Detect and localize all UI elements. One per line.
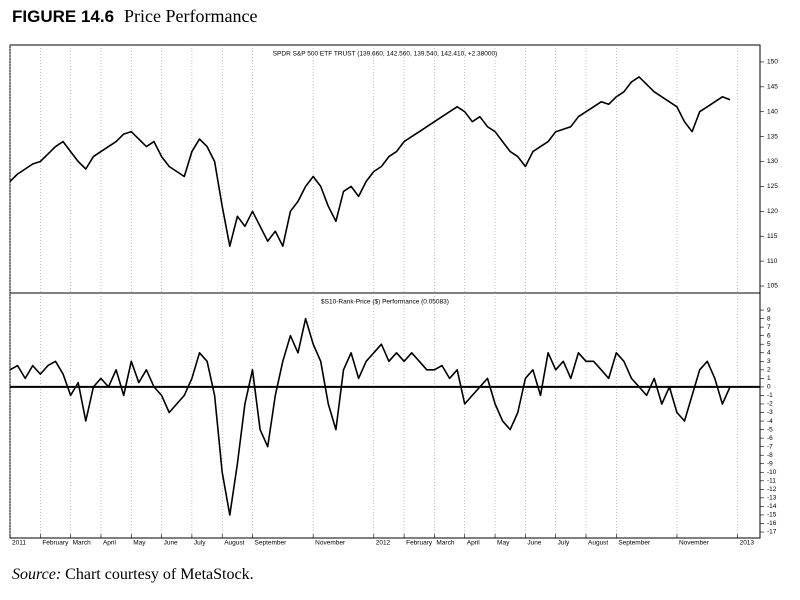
y-tick-label: -2 [767, 401, 773, 408]
x-tick-label: 2012 [376, 540, 391, 547]
x-tick-label: 2013 [740, 540, 755, 547]
y-tick-label: 135 [767, 133, 778, 140]
x-tick-label: August [224, 540, 244, 547]
y-tick-label: 110 [767, 258, 778, 265]
source-label: Source: [12, 566, 62, 583]
y-tick-label: -10 [767, 469, 777, 476]
x-tick-label: June [164, 540, 178, 547]
y-tick-label: 120 [767, 208, 778, 215]
y-tick-label: 145 [767, 84, 778, 91]
y-tick-label: 2 [767, 367, 771, 374]
y-tick-label: 105 [767, 283, 778, 290]
x-tick-label: February [406, 540, 433, 547]
y-tick-label: 8 [767, 315, 771, 322]
x-tick-label: March [436, 540, 454, 547]
x-tick-label: July [194, 540, 206, 547]
y-tick-label: 7 [767, 324, 771, 331]
y-tick-label: -9 [767, 460, 773, 467]
y-tick-label: 1 [767, 375, 771, 382]
y-tick-label: 9 [767, 307, 771, 314]
x-tick-label: March [73, 540, 91, 547]
source-text: Chart courtesy of MetaStock. [65, 566, 254, 583]
y-tick-label: 6 [767, 332, 771, 339]
price-line [9, 317, 731, 516]
x-tick-label: June [527, 540, 541, 547]
y-tick-label: -15 [767, 512, 777, 519]
y-tick-label: -12 [767, 486, 777, 493]
x-tick-label: February [42, 540, 69, 547]
y-tick-label: 0 [767, 384, 771, 391]
y-tick-label: -17 [767, 529, 777, 536]
source: Source: Chart courtesy of MetaStock. [12, 566, 254, 584]
x-tick-label: April [467, 540, 481, 547]
y-tick-label: 115 [767, 233, 778, 240]
y-tick-label: -3 [767, 409, 773, 416]
x-tick-label: May [497, 540, 510, 547]
figure-title: Price Performance [124, 6, 258, 26]
y-tick-label: 4 [767, 349, 771, 356]
y-tick-label: -13 [767, 495, 777, 502]
y-tick-label: -6 [767, 435, 773, 442]
x-tick-label: November [315, 540, 346, 547]
y-tick-label: -7 [767, 443, 773, 450]
x-tick-label: July [558, 540, 570, 547]
y-tick-label: -8 [767, 452, 773, 459]
y-tick-label: -5 [767, 426, 773, 433]
x-tick-label: September [618, 540, 651, 547]
x-tick-label: 2011 [12, 540, 26, 547]
y-tick-label: 140 [767, 108, 778, 115]
y-tick-label: 125 [767, 183, 778, 190]
x-tick-label: November [679, 540, 710, 547]
y-tick-label: -16 [767, 520, 777, 527]
frame [9, 44, 761, 539]
y-tick-label: 5 [767, 341, 771, 348]
x-tick-label: August [588, 540, 608, 547]
x-tick-label: April [103, 540, 117, 547]
y-tick-label: 150 [767, 59, 778, 66]
figure-heading: FIGURE 14.6 Price Performance [12, 6, 257, 27]
y-tick-label: -4 [767, 418, 773, 425]
panel-title: SPDR S&P 500 ETF TRUST (139.660, 142.560… [273, 51, 498, 58]
y-tick-label: -14 [767, 503, 777, 510]
x-tick-label: May [133, 540, 146, 547]
y-tick-label: 130 [767, 158, 778, 165]
figure-number: FIGURE 14.6 [12, 7, 115, 26]
price-line [9, 76, 731, 247]
x-tick-label: September [255, 540, 288, 547]
y-tick-label: -1 [767, 392, 773, 399]
y-tick-label: -11 [767, 478, 776, 485]
panel-title: $S10-Rank-Price ($) Performance (0.05083… [321, 299, 449, 306]
chart: SPDR S&P 500 ETF TRUST (139.660, 142.560… [9, 44, 778, 547]
y-tick-label: 3 [767, 358, 771, 365]
